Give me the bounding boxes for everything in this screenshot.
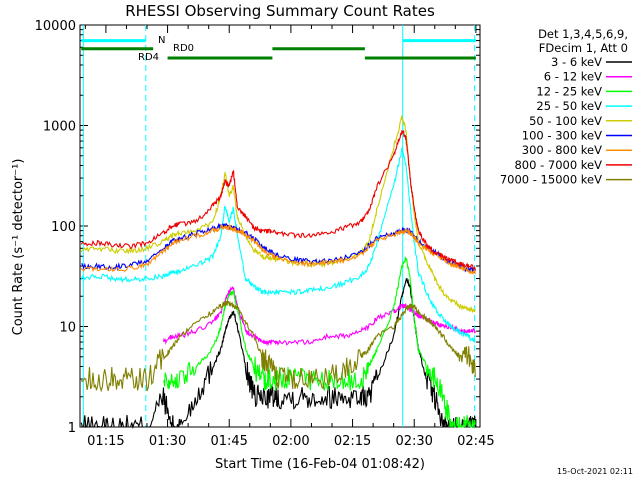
y-axis-label: Count Rate (s⁻¹ detector⁻¹) [11,159,26,336]
legend-label: 12 - 25 keV [536,84,602,98]
x-tick-label: 01:30 [149,434,186,449]
legend-label: 7000 - 15000 keV [500,173,602,187]
legend-header-line: FDecim 1, Att 0 [539,41,628,55]
legend: Det 1,3,4,5,6,9,FDecim 1, Att 03 - 6 keV… [500,27,632,187]
legend-header-line: Det 1,3,4,5,6,9, [538,27,628,41]
chart-title: RHESSI Observing Summary Count Rates [125,2,435,20]
legend-label: 3 - 6 keV [551,55,602,69]
x-tick-label: 01:15 [87,434,124,449]
footer-date: 15-Oct-2021 02:11 [557,467,633,476]
x-tick-label: 02:30 [395,434,432,449]
series-line-3 [80,147,476,344]
y-tick-label: 10000 [35,19,76,34]
x-axis-label: Start Time (16-Feb-04 01:08:42) [215,457,425,472]
state-bar-label: N [158,35,165,46]
legend-label: 50 - 100 keV [529,114,602,128]
series-line-2 [162,256,476,429]
x-tick-label: 02:15 [334,434,371,449]
legend-label: 25 - 50 keV [536,99,602,113]
plot-area: 1 10 100 1000 10000 01:15 01:30 01:45 02:00 02:15… [35,19,495,449]
x-tick-label: 01:45 [210,434,247,449]
y-tick-label: 10 [59,321,76,336]
x-tick-label: 02:00 [272,434,309,449]
y-tick-label: 100 [51,220,76,235]
x-tick-label: 02:45 [457,434,494,449]
series-line-4 [80,115,476,314]
series-line-7 [80,129,476,271]
y-tick-label: 1 [68,421,76,436]
legend-label: 6 - 12 keV [544,70,602,84]
legend-label: 300 - 800 keV [522,143,602,157]
series-line-0 [80,277,476,429]
legend-label: 100 - 300 keV [522,129,602,143]
series-line-6 [80,223,476,276]
y-tick-label: 1000 [43,120,76,135]
state-bar-label: RD0 [173,43,194,54]
state-bar-label: RD4 [138,52,159,63]
legend-label: 800 - 7000 keV [514,158,602,172]
series-line-8 [80,299,476,393]
